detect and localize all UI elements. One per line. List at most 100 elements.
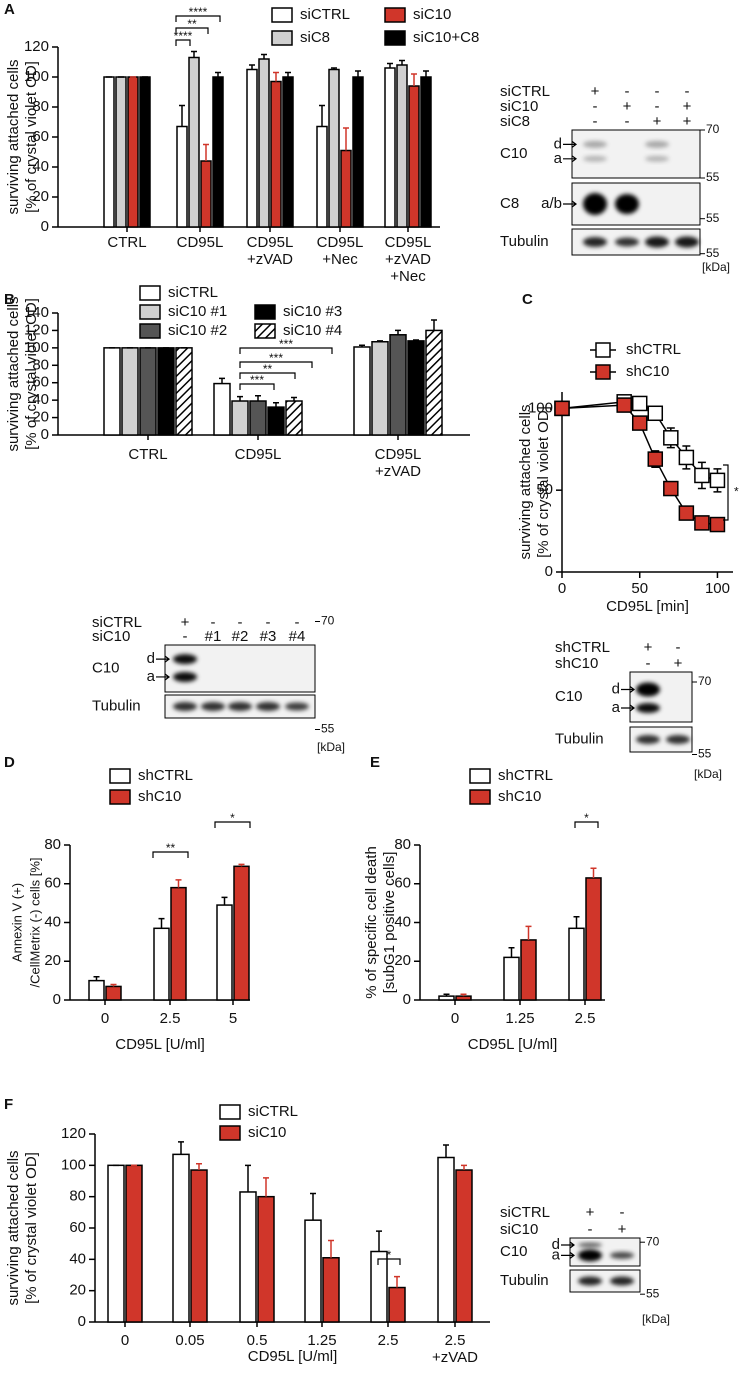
y-axis-label: surviving attached cells	[517, 404, 534, 559]
blot-condition-sign: +	[586, 1204, 595, 1221]
blot-marker-label: 55	[321, 722, 335, 736]
blot-condition-sign: -	[593, 98, 598, 115]
blot-band	[583, 140, 607, 148]
point	[678, 505, 695, 521]
error-bar	[196, 1163, 202, 1171]
error-bar	[249, 64, 255, 70]
bar	[249, 400, 267, 436]
x-tick-label: 2.5	[160, 1010, 181, 1027]
error-bar	[359, 344, 365, 347]
y-tick-label: 20	[32, 409, 49, 426]
y-tick-label: 60	[32, 128, 49, 145]
error-bar	[261, 53, 267, 59]
point	[663, 430, 679, 446]
x-axis-label: CD95L [U/ml]	[115, 1036, 204, 1053]
error-bar	[291, 396, 297, 402]
blot-band	[645, 140, 669, 148]
x-tick-label: 0	[558, 580, 566, 597]
legend-swatch	[469, 789, 491, 805]
bar	[105, 985, 122, 1001]
y-tick-label: 50	[536, 481, 553, 498]
significance-label: **	[263, 362, 273, 376]
x-tick-label: 50	[631, 580, 648, 597]
x-tick-label: CD95L	[177, 234, 224, 251]
legend-marker	[595, 342, 611, 358]
error-bar	[238, 863, 245, 867]
error-bar	[377, 340, 383, 342]
point	[709, 472, 726, 489]
error-bar	[461, 1164, 467, 1171]
error-bar	[394, 1275, 400, 1288]
bar	[212, 76, 224, 228]
blot-condition-sign: #2	[232, 628, 249, 645]
point	[631, 395, 648, 412]
significance-bracket	[574, 821, 599, 828]
legend-swatch	[271, 30, 293, 46]
blot-membrane	[571, 129, 701, 179]
bar	[285, 400, 303, 436]
x-tick-label: 2.5	[378, 1332, 399, 1349]
legend-label: siC10 #4	[283, 322, 342, 339]
point	[694, 515, 710, 531]
significance-bracket	[377, 1258, 401, 1265]
bar	[153, 927, 170, 1001]
blot-band-label: d	[552, 1236, 560, 1253]
error-bar	[387, 62, 393, 68]
legend-label: siCTRL	[168, 284, 218, 301]
bar	[157, 347, 175, 436]
bar	[388, 1286, 406, 1323]
blot-condition-label: siCTRL	[500, 1204, 550, 1221]
y-tick-label: 20	[44, 952, 61, 969]
blot-band-arrow	[156, 673, 170, 681]
bar	[188, 56, 200, 228]
blot-condition-sign: +	[591, 83, 600, 100]
blot-row-label: C10	[500, 145, 528, 162]
y-tick-label: 80	[32, 356, 49, 373]
significance-bracket	[175, 39, 191, 46]
x-tick-label-text: 0	[120, 1332, 130, 1349]
legend-label: shCTRL	[498, 767, 553, 784]
error-bar	[443, 993, 450, 997]
blot-band	[578, 1242, 602, 1248]
x-axis-label: CD95L [U/ml]	[248, 1348, 337, 1365]
y-axis-label: [% of crystal violet OD]	[23, 1152, 40, 1304]
blot-condition-sign: -	[685, 83, 690, 100]
y-axis-label: [% of crystal violet OD]	[23, 298, 40, 450]
significance-label: ***	[279, 337, 293, 351]
bar	[216, 904, 233, 1001]
blot-condition-label: siC10	[500, 98, 538, 115]
y-tick-label: 120	[61, 1125, 86, 1142]
bar	[103, 76, 115, 228]
y-axis-label: surviving attached cells	[5, 59, 22, 214]
y-tick-label: 100	[24, 68, 49, 85]
blot-band	[228, 702, 252, 711]
blot-band-arrow	[621, 686, 635, 693]
bar	[304, 1219, 322, 1323]
significance-label: **	[187, 17, 197, 31]
x-tick-label-text: 0	[450, 1010, 460, 1027]
significance-bracket	[239, 347, 333, 354]
error-bar	[331, 67, 337, 70]
legend-swatch	[139, 285, 161, 301]
y-tick-label: 40	[32, 391, 49, 408]
bar	[408, 85, 420, 228]
blot-condition-label: siC10	[92, 628, 130, 645]
blot-band	[285, 702, 309, 711]
y-tick-label: 80	[44, 836, 61, 853]
blot-membrane	[164, 644, 316, 693]
bar	[170, 886, 187, 1001]
legend-label: siC10 #2	[168, 322, 227, 339]
point	[647, 405, 664, 422]
blot-band	[615, 194, 639, 214]
bar	[172, 1153, 190, 1323]
significance-bracket	[175, 15, 221, 22]
y-tick-label: 40	[32, 158, 49, 175]
bar	[340, 149, 352, 228]
bar	[200, 160, 212, 228]
blot-band	[173, 702, 197, 711]
bar	[328, 68, 340, 228]
x-tick-label-text: CTRL	[107, 234, 147, 251]
significance-bracket	[723, 464, 729, 521]
blot-condition-sign: -	[676, 639, 681, 656]
